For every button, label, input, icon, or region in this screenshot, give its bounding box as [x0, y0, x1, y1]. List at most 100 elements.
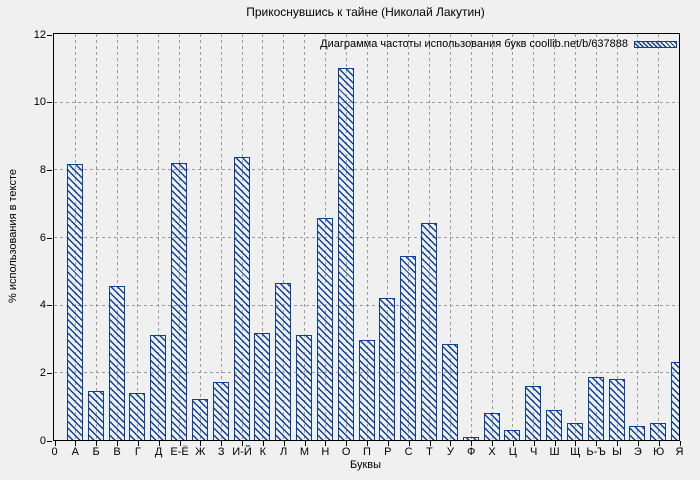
x-tick-label: Ч	[529, 446, 538, 458]
bar	[191, 399, 208, 440]
x-tick-label: Ц	[508, 446, 517, 458]
x-tick-label: Ф	[466, 446, 476, 458]
x-tick	[450, 441, 452, 446]
gridline-vertical	[658, 34, 660, 440]
x-tick-label: К	[259, 446, 267, 458]
x-tick	[158, 441, 160, 446]
x-tick	[96, 441, 98, 446]
x-tick-label: Е-Ё	[170, 446, 189, 458]
x-tick-label: Р	[384, 446, 392, 458]
bar	[87, 390, 104, 440]
bar	[233, 157, 250, 440]
y-tick	[47, 237, 52, 239]
x-tick-label: С	[404, 446, 413, 458]
bar	[379, 297, 396, 440]
bar	[400, 255, 417, 440]
x-tick-label: У	[446, 446, 454, 458]
x-tick	[596, 441, 598, 446]
y-tick-label: 4	[39, 299, 46, 312]
gridline-vertical	[512, 34, 514, 440]
x-tick-label: Н	[321, 446, 330, 458]
x-tick	[429, 441, 431, 446]
x-tick	[471, 441, 473, 446]
x-tick-label: З	[217, 446, 225, 458]
y-tick	[47, 34, 52, 36]
x-tick-label: Х	[488, 446, 496, 458]
x-axis-label: Буквы	[349, 459, 382, 471]
bar	[546, 409, 562, 440]
y-tick-label: 2	[39, 366, 46, 379]
x-tick	[304, 441, 306, 446]
x-tick-label: И-Й	[232, 446, 252, 458]
bar	[441, 343, 458, 440]
x-tick	[75, 441, 77, 446]
plot-area: Диаграмма частоты использования букв coo…	[53, 33, 680, 441]
gridline-vertical	[491, 34, 493, 440]
y-tick	[47, 372, 52, 374]
chart-title: Прикоснувшись к тайне (Николай Лакутин)	[246, 5, 485, 19]
bar	[483, 412, 500, 440]
gridline-vertical	[137, 34, 139, 440]
bar	[129, 392, 146, 440]
gridline-vertical	[199, 34, 201, 440]
x-tick-label: В	[113, 446, 121, 458]
x-tick	[679, 441, 681, 446]
x-tick	[137, 441, 139, 446]
x-tick-label: О	[341, 446, 351, 458]
x-tick	[262, 441, 264, 446]
x-tick	[117, 441, 118, 446]
legend: Диаграмма частоты использования букв coo…	[320, 38, 677, 50]
x-tick	[658, 441, 660, 446]
x-tick-label: Ж	[195, 446, 206, 458]
gridline-vertical	[470, 34, 472, 440]
bar	[316, 218, 333, 440]
x-tick	[242, 441, 243, 446]
y-tick-label: 10	[33, 96, 46, 109]
x-tick	[179, 441, 181, 446]
x-tick-label: Ь-Ъ	[586, 446, 606, 458]
bar	[254, 333, 271, 440]
bar	[296, 335, 312, 440]
gridline-vertical	[408, 34, 410, 440]
x-tick	[346, 441, 348, 446]
bar	[608, 379, 625, 440]
gridline-vertical	[449, 34, 451, 440]
x-tick-label: А	[71, 446, 79, 458]
legend-hatch-swatch-icon	[634, 40, 677, 48]
x-tick	[325, 441, 327, 446]
y-tick	[47, 169, 52, 171]
y-tick	[47, 440, 52, 442]
x-tick-label: Г	[134, 446, 141, 458]
gridline-vertical	[116, 34, 118, 440]
bar	[337, 67, 354, 440]
bar	[566, 423, 583, 440]
gridline-vertical	[574, 34, 576, 440]
bar	[150, 335, 167, 440]
gridline-vertical	[387, 34, 389, 440]
x-tick-label: Т	[426, 446, 433, 458]
x-tick-label: Б	[92, 446, 100, 458]
x-tick	[637, 441, 639, 446]
gridline-vertical	[366, 34, 368, 440]
x-tick-label: Л	[280, 446, 288, 458]
x-tick	[512, 441, 514, 446]
x-tick	[54, 441, 56, 446]
x-tick-label: М	[299, 446, 310, 458]
x-tick	[387, 441, 389, 446]
gridline-vertical	[595, 34, 597, 440]
bar	[171, 162, 187, 440]
x-tick-label: Ю	[653, 446, 665, 458]
y-tick-label: 6	[39, 231, 46, 244]
x-tick-label: Ы	[612, 446, 622, 458]
x-tick	[221, 441, 223, 446]
gridline-vertical	[637, 34, 639, 440]
gridline-vertical	[283, 34, 285, 440]
bar	[671, 362, 679, 440]
bar	[358, 340, 375, 440]
y-tick-label: 8	[39, 163, 46, 176]
x-tick-label: Щ	[570, 446, 581, 458]
y-tick-label: 12	[33, 28, 46, 41]
x-tick	[283, 441, 285, 446]
bar	[525, 385, 542, 440]
